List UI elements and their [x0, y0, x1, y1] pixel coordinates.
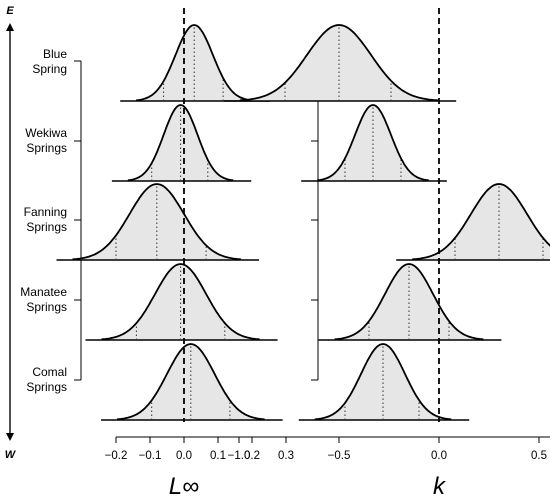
- density-fill: [314, 344, 452, 420]
- x-tick-label: 0.5: [531, 450, 547, 462]
- density-fill: [117, 344, 265, 420]
- x-tick-label: 0.1: [210, 450, 226, 462]
- density-fill: [136, 25, 253, 101]
- site-label-blue: Blue Spring: [32, 47, 67, 76]
- east-label: E: [6, 5, 14, 17]
- site-label-wekiwa: Wekiwa Springs: [25, 126, 67, 155]
- left-curves: [56, 24, 283, 421]
- west-label: W: [5, 449, 17, 461]
- density-fill: [317, 105, 429, 181]
- density-fill: [412, 184, 550, 260]
- density-fill: [72, 184, 242, 260]
- site-labels: Blue Spring Wekiwa Springs Fanning Springs …: [20, 47, 67, 394]
- density-wekiwa-springs: [301, 104, 447, 182]
- density-manatee-springs: [85, 263, 278, 341]
- site-label-manatee: Manatee Springs: [20, 285, 67, 314]
- x-tick-label: −0.1: [139, 450, 162, 462]
- x-tick-label: −0.5: [328, 450, 351, 462]
- left-row-axis: [74, 60, 82, 381]
- density-fanning-springs: [396, 183, 550, 261]
- site-label-comal: Comal Springs: [26, 365, 67, 394]
- density-curve: [72, 183, 242, 261]
- density-fill: [334, 264, 484, 340]
- x-tick-label: −1.0: [228, 450, 251, 462]
- density-curve: [317, 104, 429, 182]
- right-row-axis: [311, 60, 319, 381]
- density-curve: [334, 263, 484, 341]
- density-curve: [314, 343, 452, 421]
- right-curves: [223, 24, 550, 421]
- density-fill: [127, 105, 234, 181]
- density-curve: [239, 24, 439, 102]
- density-curve: [136, 24, 253, 102]
- density-curve: [127, 104, 234, 182]
- x-tick-label: 0.2: [244, 450, 260, 462]
- density-fill: [239, 25, 439, 101]
- x-tick-label: −0.2: [105, 450, 128, 462]
- density-curve: [101, 263, 260, 341]
- density-fill: [101, 264, 260, 340]
- left-x-label: L∞: [169, 473, 199, 500]
- right-panel: −1.0−0.50.00.51.0 k: [223, 8, 550, 500]
- right-x-axis: −1.0−0.50.00.51.0: [228, 436, 550, 462]
- direction-axis: E W: [5, 5, 17, 461]
- density-manatee-springs: [318, 263, 502, 341]
- density-wekiwa-springs: [111, 104, 252, 182]
- density-fanning-springs: [56, 183, 260, 261]
- density-blue-spring: [223, 24, 457, 102]
- x-tick-label: 0.0: [176, 450, 192, 462]
- density-curve: [116, 343, 265, 421]
- left-x-axis: −0.2 −0.1 0.0 0.1 0.2 0.3: [105, 436, 294, 462]
- x-tick-label: 0.3: [278, 450, 294, 462]
- site-label-fanning: Fanning Springs: [24, 205, 67, 234]
- x-tick-label: 0.0: [431, 450, 447, 462]
- right-x-label: k: [433, 473, 447, 500]
- density-blue-spring: [120, 24, 271, 102]
- left-panel: −0.2 −0.1 0.0 0.1 0.2 0.3 L∞: [56, 8, 294, 500]
- density-comal-springs: [298, 343, 470, 421]
- density-curve: [412, 183, 550, 261]
- density-comal-springs: [101, 343, 283, 421]
